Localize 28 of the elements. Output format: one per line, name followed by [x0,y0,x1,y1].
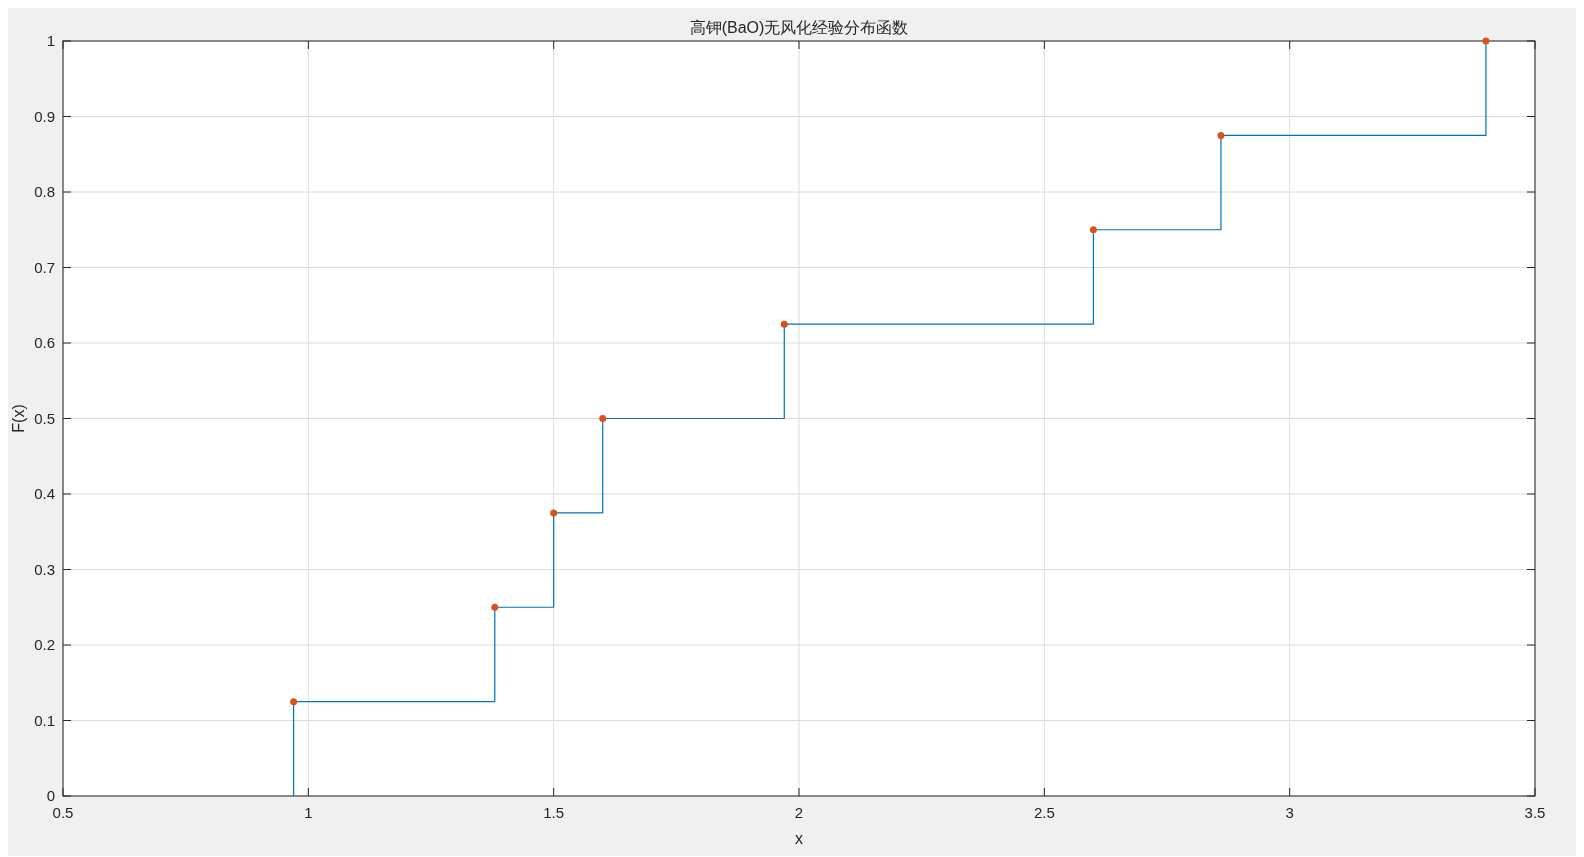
y-tick-label: 0.4 [34,485,55,503]
x-tick-label: 3 [1285,804,1294,821]
point [1217,131,1225,139]
y-tick-label: 0.5 [34,409,55,427]
x-axis-title: x [795,830,803,847]
x-tick-label: 1 [304,804,313,821]
chart-title: 高钾(BaO)无风化经验分布函数 [689,19,909,36]
y-tick-label: 1 [46,32,55,50]
x-tick-label: 2.5 [1033,804,1055,821]
y-tick-label: 0 [46,787,55,805]
x-tick-label: 2 [794,804,804,821]
point [550,509,558,517]
y-tick-label: 0.6 [34,334,55,352]
x-tick-label: 3.5 [1524,804,1546,821]
y-tick-label: 0.3 [34,560,55,578]
point [290,698,298,706]
x-tick-label: 1.5 [543,804,565,821]
y-tick-label: 0.2 [34,636,55,654]
point [491,603,499,611]
point [599,415,607,422]
y-axis-title: F(x) [10,404,27,433]
y-tick-label: 0.8 [34,183,55,201]
y-tick-label: 0.9 [34,107,55,125]
point [780,320,788,328]
point [1482,37,1490,45]
y-tick-label: 0.7 [34,258,55,276]
y-tick-label: 0.1 [34,711,55,729]
point [1089,226,1097,234]
